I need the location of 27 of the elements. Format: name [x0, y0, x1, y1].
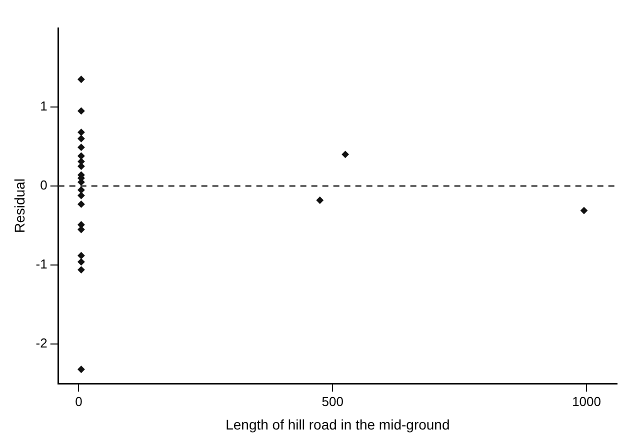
x-tick-label: 1000 [572, 394, 601, 409]
y-tick-label: 1 [40, 98, 48, 114]
point [78, 144, 85, 151]
point [78, 162, 85, 170]
point [78, 366, 85, 373]
point [78, 266, 85, 274]
x-axis-title: Length of hill road in the mid-ground [226, 416, 450, 432]
point [78, 128, 85, 136]
y-tick-label: 0 [40, 178, 48, 193]
point [580, 207, 588, 214]
x-tick-label: 0 [75, 394, 82, 409]
point [78, 226, 85, 234]
x-tick-label: 500 [322, 394, 344, 409]
point [78, 152, 85, 160]
y-tick-label: -1 [36, 256, 48, 272]
point [78, 76, 85, 83]
point [78, 252, 85, 260]
y-tick-label: -2 [36, 336, 48, 351]
point [316, 196, 324, 204]
y-axis-title: Residual [11, 178, 28, 234]
point [342, 150, 349, 158]
point [78, 186, 85, 194]
point [78, 135, 85, 142]
point [78, 200, 85, 208]
point [78, 107, 85, 114]
point [78, 192, 85, 200]
point [78, 258, 85, 266]
